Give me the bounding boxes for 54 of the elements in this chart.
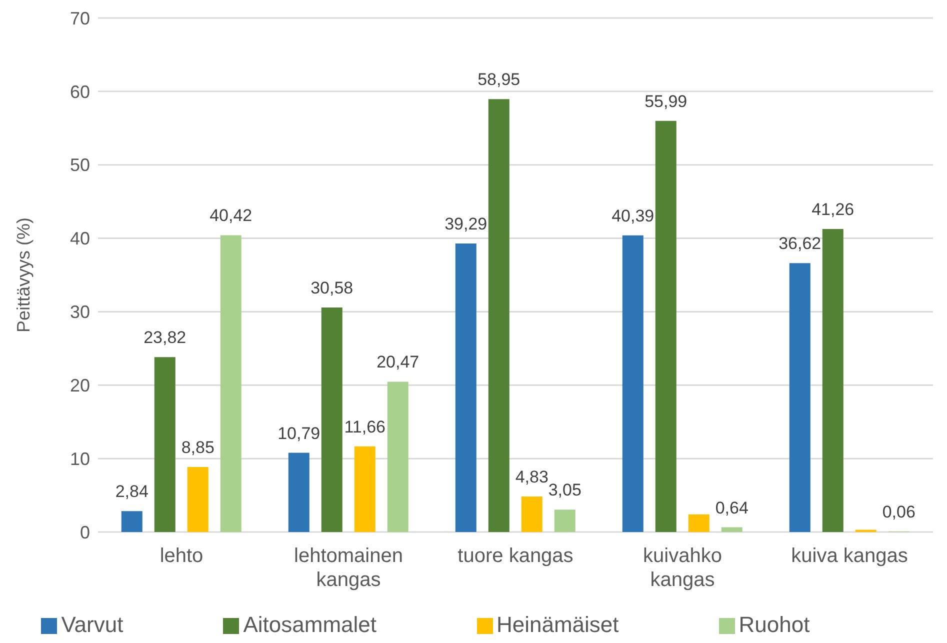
bar bbox=[789, 263, 810, 532]
data-label: 2,84 bbox=[115, 482, 148, 502]
data-label: 20,47 bbox=[376, 352, 420, 372]
bar bbox=[554, 510, 576, 532]
y-tick-label: 60 bbox=[70, 82, 90, 102]
data-label: 0,06 bbox=[882, 502, 916, 522]
bar bbox=[121, 511, 142, 532]
y-tick-label: 70 bbox=[70, 8, 90, 28]
bar bbox=[220, 235, 242, 532]
bar bbox=[521, 496, 542, 532]
data-label: 58,95 bbox=[478, 70, 520, 90]
bar bbox=[354, 446, 376, 532]
bar bbox=[321, 307, 342, 532]
bar bbox=[655, 120, 676, 532]
x-tick-label: tuore kangas bbox=[458, 545, 574, 567]
bar bbox=[688, 514, 710, 532]
y-tick-label: 20 bbox=[70, 376, 90, 396]
x-tick-label: lehtomainen kangas bbox=[294, 545, 403, 591]
data-label: 41,26 bbox=[812, 200, 854, 220]
data-label: 36,62 bbox=[778, 234, 822, 254]
bar bbox=[187, 467, 208, 532]
data-label: 0,64 bbox=[715, 498, 748, 518]
data-label: 40,42 bbox=[210, 206, 252, 226]
x-tick-label: kuiva kangas bbox=[791, 545, 908, 567]
data-label: 3,05 bbox=[548, 480, 582, 500]
y-tick-label: 50 bbox=[70, 155, 90, 176]
x-tick-label: lehto bbox=[160, 545, 204, 567]
legend-label: Varvut bbox=[61, 612, 124, 637]
y-tick-label: 40 bbox=[70, 228, 90, 249]
data-label: 10,79 bbox=[278, 424, 320, 443]
data-label: 55,99 bbox=[644, 92, 688, 111]
bar bbox=[822, 229, 844, 532]
data-label: 39,29 bbox=[444, 214, 488, 234]
legend-label: Heinämäiset bbox=[496, 612, 619, 637]
data-label: 11,66 bbox=[344, 417, 386, 436]
y-tick-label: 10 bbox=[70, 448, 90, 469]
bar bbox=[154, 357, 176, 532]
data-label: 23,82 bbox=[144, 328, 186, 348]
y-tick-label: 30 bbox=[70, 302, 90, 322]
bar bbox=[288, 452, 310, 532]
data-label: 4,83 bbox=[515, 468, 548, 487]
bar bbox=[622, 235, 644, 532]
x-tick-label: kuivahko kangas bbox=[643, 545, 722, 591]
bar bbox=[721, 527, 742, 532]
legend-label: Aitosammalet bbox=[243, 612, 376, 637]
data-label: 30,58 bbox=[310, 278, 354, 298]
bar bbox=[455, 244, 476, 532]
legend-label: Ruohot bbox=[738, 612, 810, 637]
bar bbox=[488, 99, 510, 532]
data-label: 40,39 bbox=[612, 206, 654, 226]
bar bbox=[387, 382, 408, 532]
y-tick-label: 0 bbox=[80, 522, 90, 542]
data-label: 8,85 bbox=[181, 438, 214, 458]
y-axis-title: Peittävyys (%) bbox=[13, 217, 34, 333]
